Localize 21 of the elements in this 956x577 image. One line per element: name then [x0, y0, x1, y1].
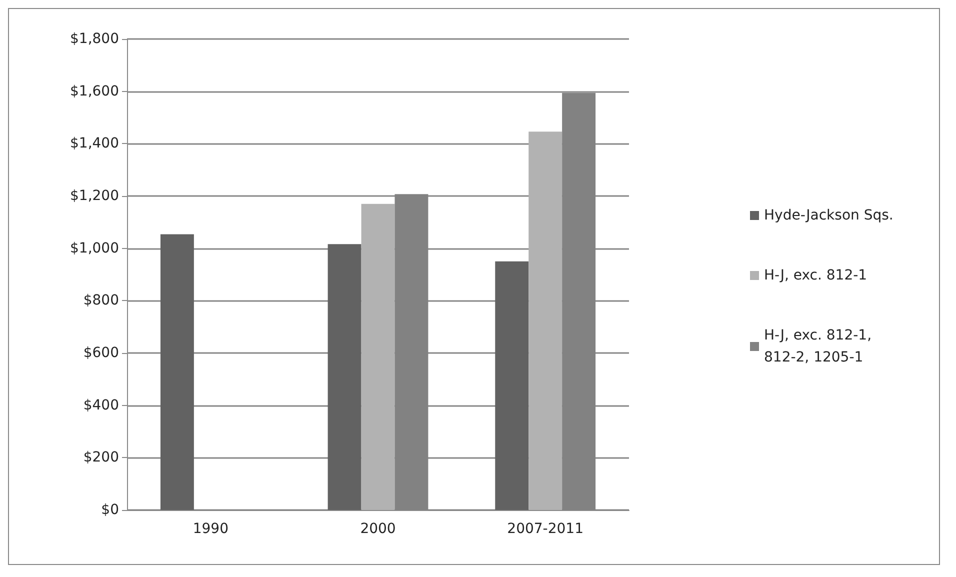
legend-label: H-J, exc. 812-1	[764, 268, 868, 284]
y-tick-label: $600	[83, 345, 119, 361]
bar	[528, 132, 562, 510]
legend-label: H-J, exc. 812-1, 812-2, 1205-1	[764, 328, 876, 366]
x-tick-label: 1990	[192, 521, 228, 537]
x-tick-label: 2007-2011	[507, 521, 584, 537]
y-tick-label: $0	[101, 502, 119, 518]
bar	[361, 204, 395, 510]
legend-label: Hyde-Jackson Sqs.	[764, 208, 894, 224]
y-tick-label: $800	[83, 292, 119, 309]
y-tick-label: $400	[83, 397, 119, 414]
bar	[495, 261, 529, 510]
y-tick-label: $1,200	[70, 188, 119, 204]
bar	[328, 244, 362, 510]
y-tick-label: $1,600	[70, 83, 119, 100]
x-tick-label: 2000	[360, 521, 396, 537]
bar	[160, 234, 194, 510]
y-tick-label: $1,400	[70, 136, 119, 152]
y-tick-label: $1,800	[70, 31, 119, 47]
y-tick-label: $200	[83, 450, 119, 466]
y-tick-label: $1,000	[70, 240, 119, 256]
